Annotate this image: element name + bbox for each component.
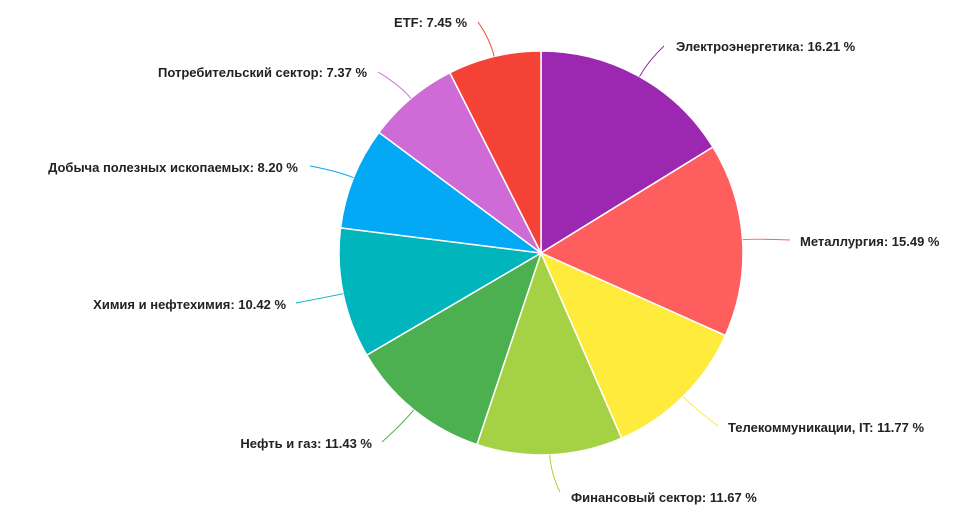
slice-label-5: Нефть и газ: 11.43 % (240, 436, 372, 451)
leader-line-6 (295, 293, 344, 304)
leader-line-3 (682, 396, 719, 427)
leader-line-4 (549, 454, 561, 493)
pie-leader-lines (295, 21, 791, 493)
pie-slices (338, 50, 744, 456)
pie-slice-5[interactable] (365, 251, 543, 446)
slice-label-2: Металлургия: 15.49 % (800, 234, 940, 249)
slice-label-1: Электроэнергетика: 16.21 % (676, 39, 856, 54)
slice-label-7: Добыча полезных ископаемых: 8.20 % (48, 160, 298, 175)
pie-slice-3[interactable] (539, 251, 727, 440)
leader-line-2 (742, 238, 791, 241)
slice-label-8: Потребительский сектор: 7.37 % (158, 65, 367, 80)
slice-label-4: Финансовый сектор: 11.67 % (571, 490, 757, 505)
pie-labels: Электроэнергетика: 16.21 % Металлургия: 1… (48, 15, 940, 505)
leader-line-5 (381, 409, 415, 443)
leader-line-8 (377, 71, 412, 99)
leader-line-9 (477, 21, 495, 57)
slice-label-9: ETF: 7.45 % (394, 15, 467, 30)
leader-line-7 (309, 165, 354, 179)
slice-label-6: Химия и нефтехимия: 10.42 % (93, 297, 286, 312)
leader-line-1 (639, 45, 665, 77)
pie-slice-4[interactable] (476, 250, 623, 456)
pie-slice-2[interactable] (539, 145, 744, 337)
pie-slice-7[interactable] (339, 131, 544, 255)
slice-label-3: Телекоммуникации, IT: 11.77 % (728, 420, 924, 435)
